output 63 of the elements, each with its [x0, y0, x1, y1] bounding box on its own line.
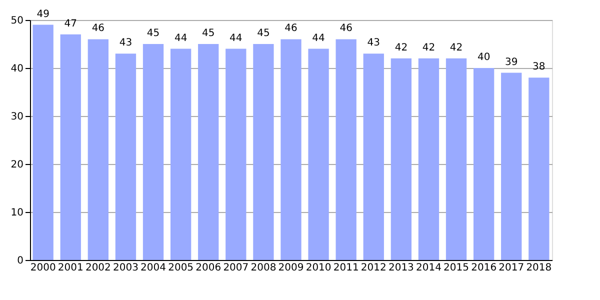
data-label: 45: [146, 28, 160, 39]
data-label: 38: [532, 62, 546, 73]
x-tick-label: 2001: [58, 262, 84, 274]
x-tick-label: 2016: [471, 262, 497, 274]
data-label: 42: [394, 42, 408, 54]
x-tick-label: 2004: [140, 262, 166, 274]
data-label: 45: [202, 28, 215, 39]
y-tick-label: 10: [10, 208, 24, 218]
bar: [142, 44, 164, 260]
bar: [170, 48, 192, 260]
x-tick-label: 2015: [444, 262, 470, 274]
x-tick-label: 2005: [168, 262, 194, 274]
bar: [198, 44, 219, 260]
data-label: 43: [119, 38, 132, 49]
y-tick-label: 20: [10, 160, 24, 170]
data-label: 45: [257, 28, 270, 39]
bar: [336, 39, 356, 260]
bar: [60, 34, 81, 260]
x-tick-label: 2017: [498, 262, 524, 274]
data-label: 39: [505, 56, 518, 68]
x-tick-label: 2006: [196, 262, 222, 274]
x-tick-label: 2009: [278, 262, 304, 274]
bar: [390, 58, 412, 260]
x-tick-label: 2000: [30, 262, 56, 274]
bar: [473, 68, 494, 260]
y-tick-label: 50: [10, 16, 24, 26]
bar: [226, 48, 246, 260]
bar: [446, 58, 467, 260]
data-label: 46: [284, 23, 298, 34]
x-tick-label: 2008: [250, 262, 276, 274]
bar: [32, 24, 54, 260]
y-tick-label: 0: [17, 256, 24, 266]
x-tick-label: 2018: [526, 262, 552, 274]
data-label: 49: [36, 8, 50, 20]
x-tick-label: 2013: [388, 262, 414, 274]
bar: [280, 39, 302, 260]
bar: [501, 72, 522, 260]
x-tick-label: 2007: [223, 262, 249, 274]
data-label: 44: [312, 32, 325, 44]
data-label: 42: [450, 42, 463, 54]
data-label: 47: [64, 18, 77, 30]
y-tick-label: 30: [10, 112, 24, 122]
x-tick-label: 2012: [360, 262, 386, 274]
bar: [253, 44, 274, 260]
bar: [308, 48, 329, 260]
data-label: 44: [174, 32, 188, 44]
data-label: 44: [230, 32, 242, 44]
bar: [88, 39, 109, 260]
bar: [528, 78, 550, 260]
data-label: 42: [422, 42, 436, 54]
x-tick-label: 2002: [85, 262, 111, 274]
y-tick-label: 40: [10, 64, 24, 74]
data-label: 40: [477, 52, 490, 63]
data-label: 43: [367, 38, 380, 49]
bar: [115, 54, 136, 260]
data-label: 46: [92, 23, 105, 34]
x-tick-label: 2014: [416, 262, 442, 274]
bar: [363, 54, 384, 260]
x-tick-label: 2003: [112, 262, 138, 274]
bar: [418, 58, 440, 260]
data-label: 46: [340, 23, 352, 34]
x-tick-label: 2010: [306, 262, 332, 274]
x-tick-label: 2011: [333, 262, 359, 274]
